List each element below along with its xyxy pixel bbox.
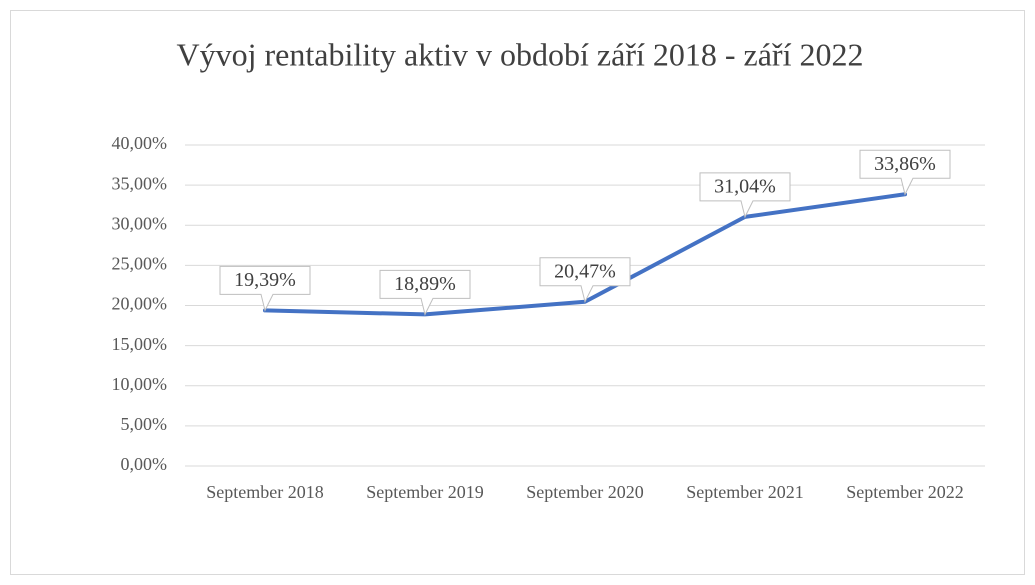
data-label: 18,89%	[394, 273, 456, 295]
data-label: 20,47%	[554, 260, 616, 282]
y-tick-label: 25,00%	[112, 254, 168, 274]
data-label-callout	[539, 257, 631, 304]
y-tick-label: 35,00%	[112, 173, 168, 193]
x-tick-label: September 2022	[846, 482, 963, 502]
y-tick-label: 40,00%	[112, 133, 168, 153]
y-tick-label: 20,00%	[112, 294, 168, 314]
data-label: 19,39%	[234, 269, 296, 291]
y-tick-label: 30,00%	[112, 213, 168, 233]
data-label-callout	[859, 149, 951, 196]
data-label-callout	[379, 269, 471, 316]
chart-title: Vývoj rentability aktiv v období září 20…	[177, 36, 864, 72]
x-tick-label: September 2019	[366, 482, 483, 502]
data-label-callout	[219, 265, 311, 312]
y-tick-label: 5,00%	[121, 414, 168, 434]
y-tick-label: 15,00%	[112, 334, 168, 354]
data-label: 33,86%	[874, 153, 936, 175]
x-tick-label: September 2020	[526, 482, 643, 502]
x-tick-label: September 2018	[206, 482, 323, 502]
y-tick-label: 0,00%	[121, 454, 168, 474]
chart-border	[10, 10, 1025, 575]
data-label-callout	[699, 172, 791, 219]
y-tick-label: 10,00%	[112, 374, 168, 394]
data-label: 31,04%	[714, 175, 776, 197]
x-tick-label: September 2021	[686, 482, 803, 502]
